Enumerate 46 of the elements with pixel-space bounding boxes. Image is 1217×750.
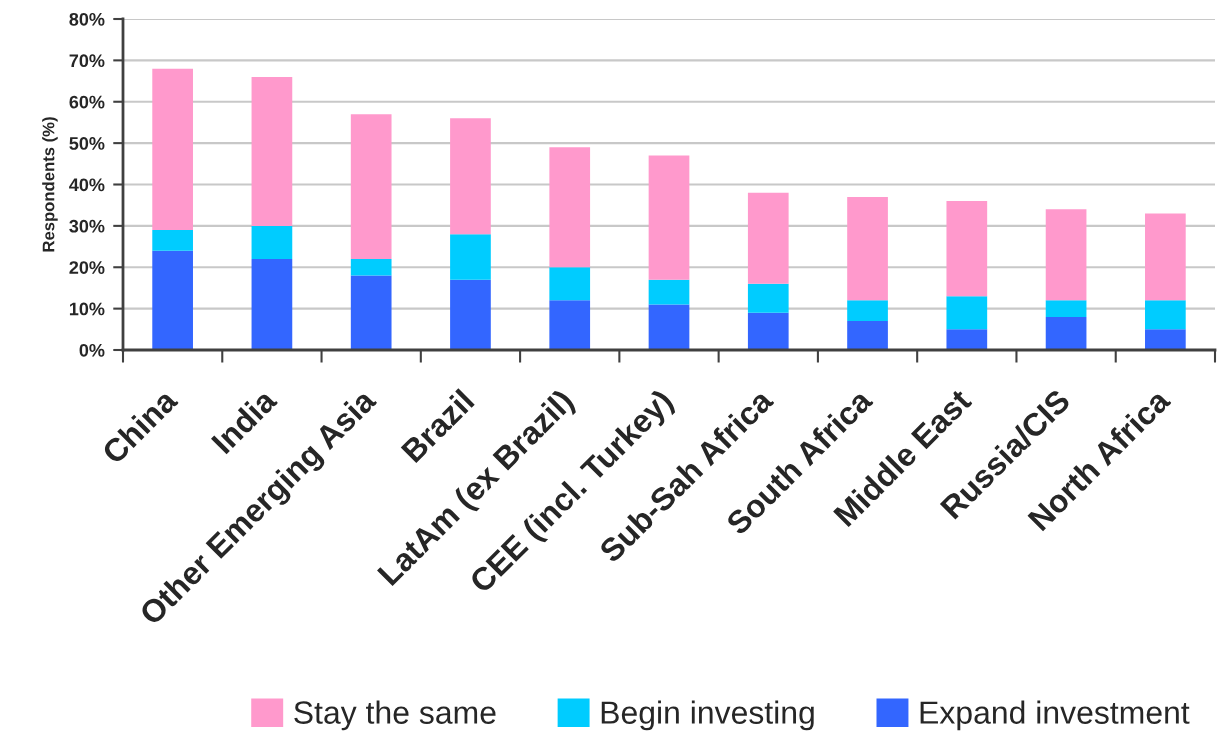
bar — [747, 312, 789, 350]
bar — [847, 196, 888, 301]
legend-label: Stay the same — [294, 700, 496, 731]
legend-label: Expand investment — [920, 700, 1190, 731]
y-tick-label: 10% — [69, 302, 105, 316]
y-axis-title: Respondents (%) — [42, 117, 58, 252]
bar — [549, 267, 591, 301]
bar — [1145, 329, 1186, 350]
bar — [1045, 316, 1087, 350]
bar — [847, 321, 888, 350]
bar — [946, 329, 988, 350]
bar — [648, 279, 690, 305]
bar — [747, 192, 789, 284]
bar — [350, 114, 392, 259]
bar — [450, 279, 491, 350]
y-tick-label: 0% — [79, 343, 105, 357]
bar — [847, 300, 888, 322]
bar — [747, 283, 789, 313]
y-tick-label: 40% — [69, 178, 105, 192]
y-tick-label: 50% — [69, 137, 105, 150]
bar — [450, 234, 491, 280]
bar — [251, 76, 293, 226]
bar — [1045, 209, 1087, 301]
bar — [549, 147, 591, 268]
bar — [648, 304, 690, 350]
y-tick-label: 30% — [69, 219, 105, 233]
bar — [450, 118, 491, 235]
bar — [350, 258, 392, 276]
bar — [152, 250, 193, 350]
bar — [1145, 213, 1186, 301]
bar — [946, 296, 988, 330]
bar — [251, 258, 293, 350]
y-tick-label: 60% — [69, 95, 105, 109]
bar — [946, 201, 988, 297]
bar — [251, 225, 293, 259]
y-tick-label: 20% — [69, 261, 105, 274]
y-tick-label: 70% — [69, 54, 105, 68]
bar — [152, 230, 193, 251]
bar — [1045, 300, 1087, 317]
bar — [152, 68, 193, 231]
bar — [1145, 300, 1186, 330]
bar — [648, 155, 690, 280]
legend-label: Begin investing — [601, 700, 814, 731]
bar — [350, 275, 392, 350]
bar — [549, 300, 591, 350]
y-tick-label: 80% — [69, 12, 105, 26]
